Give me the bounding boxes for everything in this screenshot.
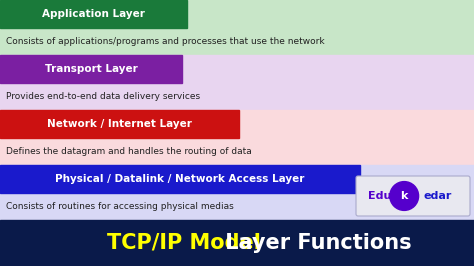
Bar	[0, 55, 182, 82]
Text: k: k	[401, 191, 408, 201]
Text: Edu: Edu	[368, 191, 392, 201]
Text: Consists of routines for accessing physical medias: Consists of routines for accessing physi…	[6, 202, 234, 211]
Text: Transport Layer: Transport Layer	[45, 64, 137, 74]
Text: Physical / Datalink / Network Access Layer: Physical / Datalink / Network Access Lay…	[55, 174, 305, 184]
FancyBboxPatch shape	[356, 176, 470, 216]
Text: Network / Internet Layer: Network / Internet Layer	[47, 119, 192, 129]
Text: Defines the datagram and handles the routing of data: Defines the datagram and handles the rou…	[6, 147, 252, 156]
Bar	[0, 0, 474, 55]
Bar	[0, 220, 474, 266]
Bar	[0, 55, 474, 110]
Circle shape	[390, 182, 419, 210]
Text: Provides end-to-end data delivery services: Provides end-to-end data delivery servic…	[6, 92, 200, 101]
Text: Consists of applications/programs and processes that use the network: Consists of applications/programs and pr…	[6, 37, 325, 46]
Text: edar: edar	[423, 191, 451, 201]
Text: Application Layer: Application Layer	[42, 9, 145, 19]
Bar	[0, 165, 474, 220]
Bar	[0, 165, 360, 193]
Bar	[0, 110, 474, 165]
Bar	[0, 110, 239, 138]
Text: TCP/IP Model: TCP/IP Model	[107, 233, 261, 253]
Text: Layer Functions: Layer Functions	[219, 233, 412, 253]
Bar	[0, 0, 187, 27]
